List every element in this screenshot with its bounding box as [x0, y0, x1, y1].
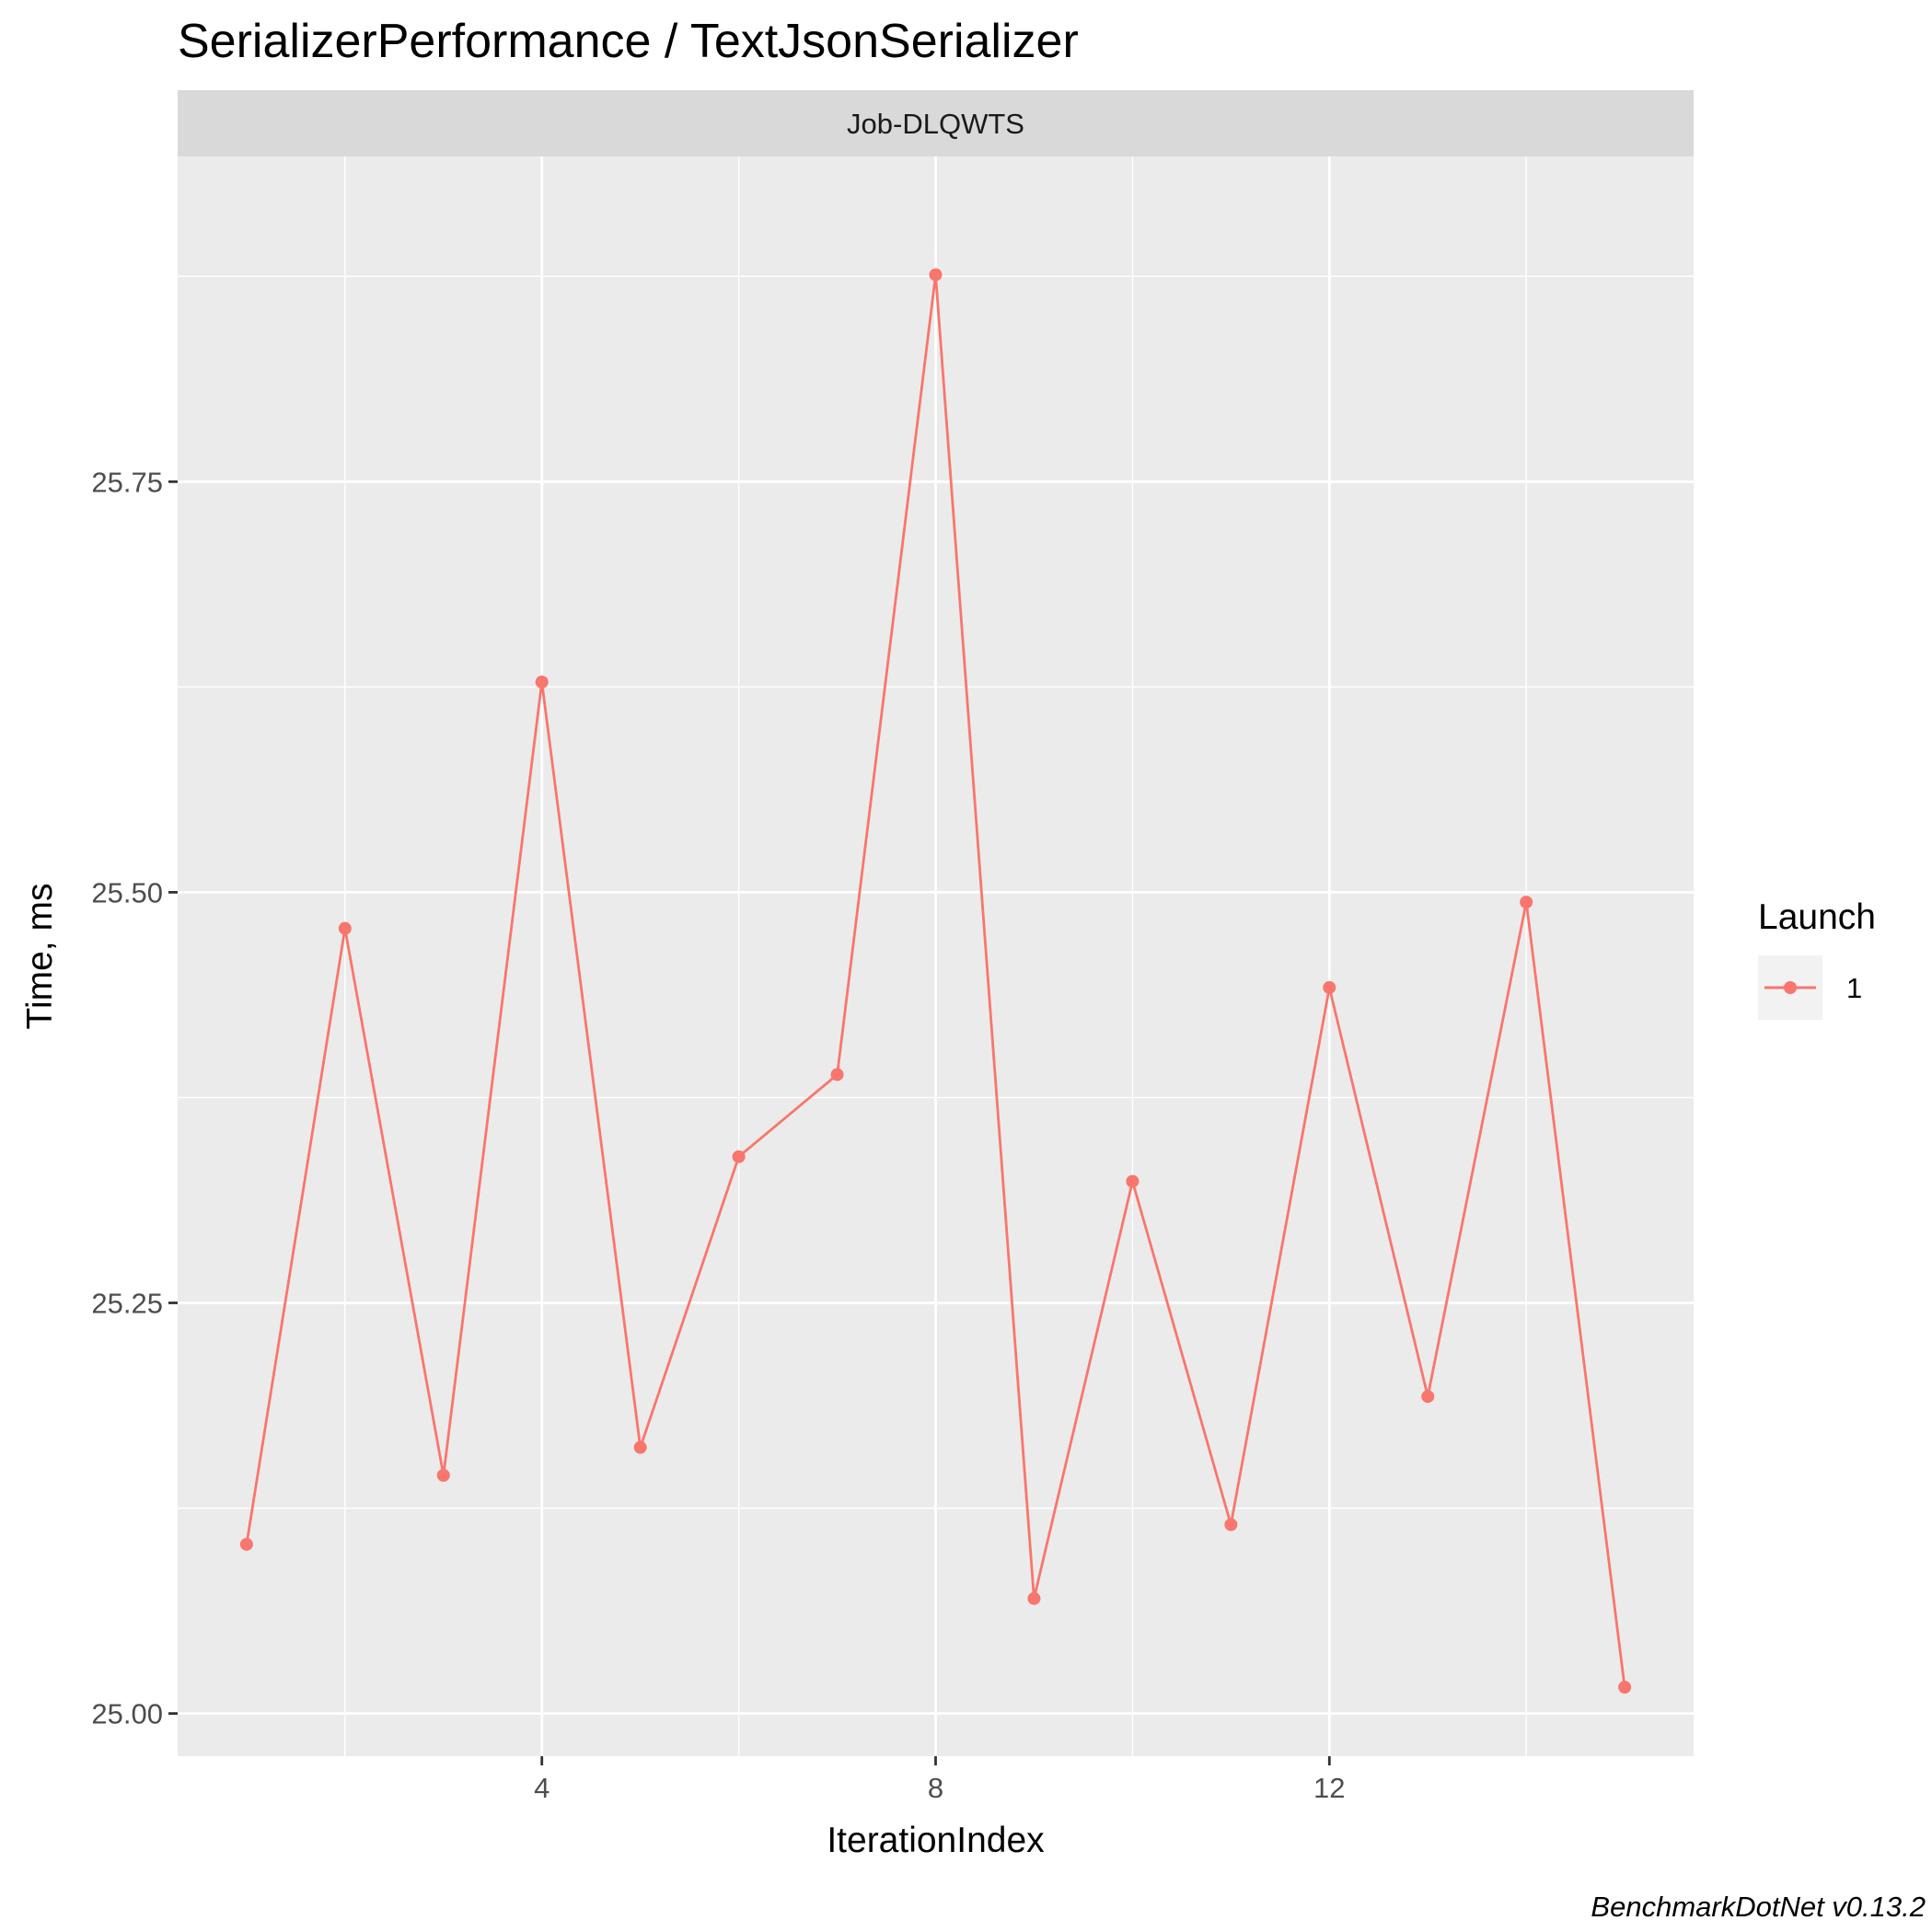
data-point [1421, 1390, 1435, 1404]
legend-title: Launch [1758, 897, 1876, 937]
data-point [830, 1068, 844, 1082]
data-point [1126, 1174, 1140, 1188]
x-tick-label: 12 [1313, 1772, 1345, 1804]
legend: Launch 1 [1758, 897, 1876, 1020]
data-point [338, 921, 352, 935]
x-tick-label: 4 [534, 1772, 550, 1804]
data-point [1520, 896, 1533, 909]
data-point [1224, 1518, 1238, 1532]
y-tick-label: 25.50 [91, 876, 163, 908]
legend-entry-label: 1 [1846, 972, 1862, 1004]
y-tick-label: 25.75 [91, 466, 163, 498]
data-point [436, 1468, 450, 1482]
x-axis-title: IterationIndex [827, 1821, 1045, 1860]
series-layer [239, 268, 1632, 1695]
y-tick-label: 25.25 [91, 1288, 163, 1320]
facet-strip [178, 90, 1694, 156]
data-point [1618, 1681, 1632, 1695]
caption: BenchmarkDotNet v0.13.2 [1591, 1891, 1926, 1923]
y-axis-title: Time, ms [20, 884, 60, 1030]
data-point [535, 676, 549, 689]
legend-key-point [1784, 981, 1797, 994]
x-axis: 4 8 12 [534, 1756, 1346, 1804]
x-tick-label: 8 [928, 1772, 943, 1804]
y-axis: 25.00 25.25 25.50 25.75 [91, 466, 178, 1730]
chart-title: SerializerPerformance / TextJsonSerializ… [178, 15, 1079, 68]
data-point [929, 268, 943, 282]
facet-strip-label: Job-DLQWTS [847, 108, 1024, 140]
y-tick-label: 25.00 [91, 1698, 163, 1730]
data-point [732, 1150, 746, 1163]
data-point [633, 1440, 647, 1454]
data-point [1323, 980, 1336, 994]
major-gridlines [178, 156, 1694, 1756]
data-point [1027, 1591, 1041, 1605]
data-point [239, 1537, 253, 1551]
